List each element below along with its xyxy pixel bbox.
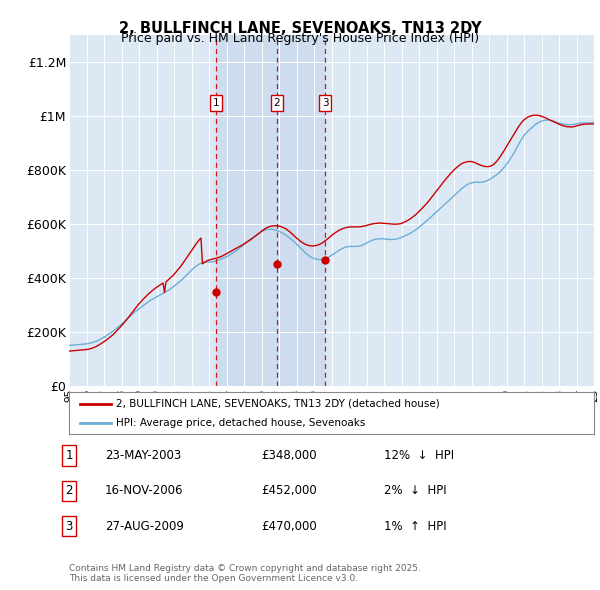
Text: 2: 2 (274, 98, 280, 108)
Text: 1%  ↑  HPI: 1% ↑ HPI (384, 520, 446, 533)
Text: 1: 1 (65, 449, 73, 462)
Text: 1: 1 (212, 98, 219, 108)
Bar (215, 35, 325, 386)
Text: £470,000: £470,000 (261, 520, 317, 533)
Text: 2, BULLFINCH LANE, SEVENOAKS, TN13 2DY (detached house): 2, BULLFINCH LANE, SEVENOAKS, TN13 2DY (… (116, 399, 440, 409)
Text: 16-NOV-2006: 16-NOV-2006 (105, 484, 184, 497)
Text: 23-MAY-2003: 23-MAY-2003 (105, 449, 181, 462)
Text: 2, BULLFINCH LANE, SEVENOAKS, TN13 2DY: 2, BULLFINCH LANE, SEVENOAKS, TN13 2DY (119, 21, 481, 35)
Text: £348,000: £348,000 (261, 449, 317, 462)
Text: 2: 2 (65, 484, 73, 497)
Text: HPI: Average price, detached house, Sevenoaks: HPI: Average price, detached house, Seve… (116, 418, 365, 428)
Text: 3: 3 (322, 98, 329, 108)
Text: Contains HM Land Registry data © Crown copyright and database right 2025.: Contains HM Land Registry data © Crown c… (69, 565, 421, 573)
Text: This data is licensed under the Open Government Licence v3.0.: This data is licensed under the Open Gov… (69, 574, 358, 583)
Text: 2%  ↓  HPI: 2% ↓ HPI (384, 484, 446, 497)
Text: 27-AUG-2009: 27-AUG-2009 (105, 520, 184, 533)
Text: Price paid vs. HM Land Registry's House Price Index (HPI): Price paid vs. HM Land Registry's House … (121, 32, 479, 45)
Text: £452,000: £452,000 (261, 484, 317, 497)
Text: 3: 3 (65, 520, 73, 533)
Text: 12%  ↓  HPI: 12% ↓ HPI (384, 449, 454, 462)
